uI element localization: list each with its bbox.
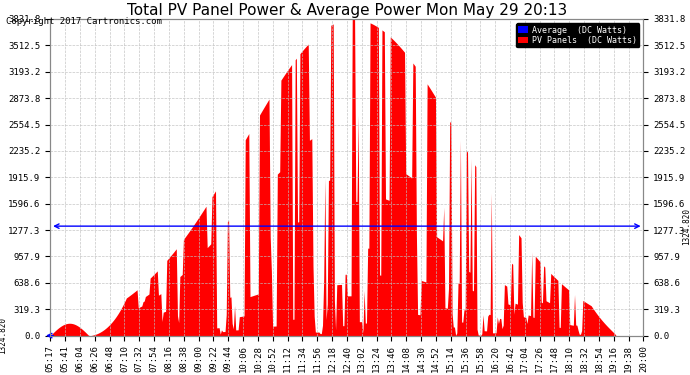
Legend: Average  (DC Watts), PV Panels  (DC Watts): Average (DC Watts), PV Panels (DC Watts) xyxy=(516,23,640,47)
Text: 1324.820: 1324.820 xyxy=(682,208,690,245)
Text: Copyright 2017 Cartronics.com: Copyright 2017 Cartronics.com xyxy=(6,17,161,26)
Title: Total PV Panel Power & Average Power Mon May 29 20:13: Total PV Panel Power & Average Power Mon… xyxy=(127,3,567,18)
Text: 1324.820: 1324.820 xyxy=(0,317,8,354)
